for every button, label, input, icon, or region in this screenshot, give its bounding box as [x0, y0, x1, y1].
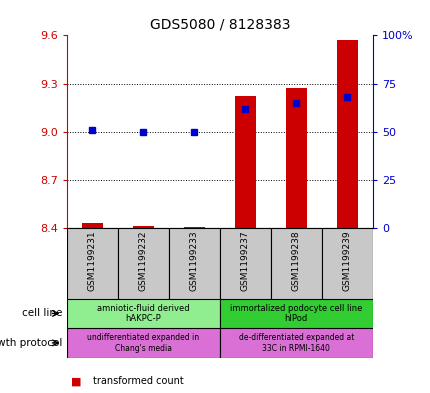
Bar: [133, 226, 153, 228]
Text: ■: ■: [71, 376, 81, 386]
Text: amniotic-fluid derived
hAKPC-P: amniotic-fluid derived hAKPC-P: [97, 304, 189, 323]
Bar: [321, 228, 372, 299]
Text: immortalized podocyte cell line
hIPod: immortalized podocyte cell line hIPod: [230, 304, 362, 323]
Text: cell line: cell line: [22, 309, 62, 318]
Bar: [67, 328, 219, 358]
Text: GSM1199231: GSM1199231: [88, 230, 97, 291]
Bar: [219, 299, 372, 328]
Text: GSM1199237: GSM1199237: [240, 230, 249, 291]
Text: de-differentiated expanded at
33C in RPMI-1640: de-differentiated expanded at 33C in RPM…: [238, 333, 353, 353]
Text: transformed count: transformed count: [92, 376, 183, 386]
Bar: [67, 228, 117, 299]
Text: GSM1199239: GSM1199239: [342, 230, 351, 291]
Text: growth protocol: growth protocol: [0, 338, 62, 348]
Title: GDS5080 / 8128383: GDS5080 / 8128383: [149, 17, 289, 31]
Bar: [184, 227, 204, 228]
Text: GSM1199232: GSM1199232: [138, 230, 147, 290]
Text: GSM1199238: GSM1199238: [291, 230, 300, 291]
Text: GSM1199233: GSM1199233: [189, 230, 198, 291]
Text: undifferentiated expanded in
Chang's media: undifferentiated expanded in Chang's med…: [87, 333, 199, 353]
Bar: [82, 223, 102, 228]
Bar: [219, 228, 270, 299]
Bar: [234, 96, 255, 228]
Bar: [336, 40, 356, 228]
Bar: [286, 88, 306, 228]
Bar: [169, 228, 219, 299]
Bar: [117, 228, 169, 299]
Bar: [219, 328, 372, 358]
Bar: [67, 299, 219, 328]
Bar: [270, 228, 321, 299]
